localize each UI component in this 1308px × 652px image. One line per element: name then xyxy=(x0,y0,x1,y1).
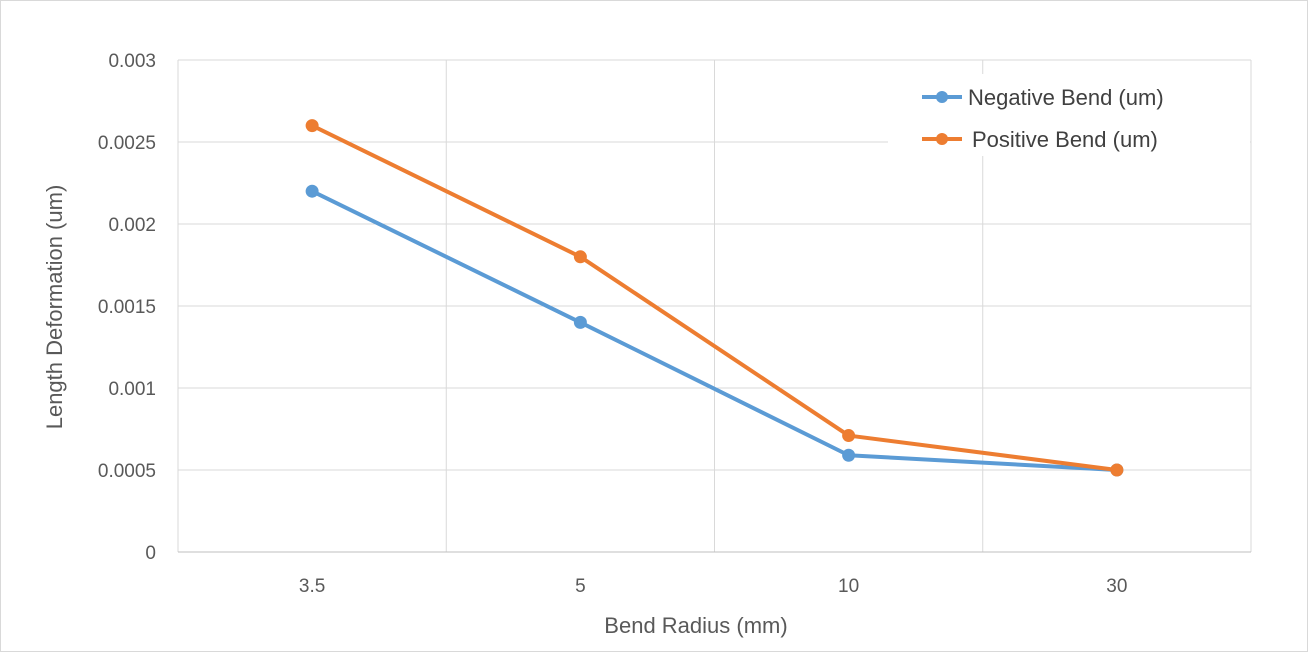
y-tick-label: 0.003 xyxy=(108,51,156,72)
x-tick-label: 5 xyxy=(575,576,586,597)
data-point xyxy=(842,429,856,443)
x-tick-label: 10 xyxy=(838,576,859,597)
legend-marker xyxy=(936,91,948,103)
legend-marker xyxy=(936,133,948,145)
y-tick-label: 0 xyxy=(145,543,156,564)
data-point xyxy=(842,448,856,462)
x-tick-labels: 3.5 5 10 30 xyxy=(299,576,1128,597)
series-line-1 xyxy=(310,123,1119,472)
data-point xyxy=(573,315,587,329)
data-point xyxy=(305,184,319,198)
legend-label: Negative Bend (um) xyxy=(968,85,1164,110)
y-tick-label: 0.002 xyxy=(108,215,156,236)
data-point xyxy=(305,119,319,133)
x-tick-label: 30 xyxy=(1106,576,1127,597)
legend-label: Positive Bend (um) xyxy=(972,127,1158,152)
data-point xyxy=(1110,463,1124,477)
y-tick-labels: 0 0.0005 0.001 0.0015 0.002 0.0025 0.003 xyxy=(98,51,156,564)
x-axis-title: Bend Radius (mm) xyxy=(604,613,787,638)
series-group xyxy=(305,119,1124,477)
y-tick-label: 0.0025 xyxy=(98,133,156,154)
data-point xyxy=(573,250,587,264)
legend-background xyxy=(888,74,1250,156)
y-axis-title: Length Deformation (um) xyxy=(42,185,67,430)
y-tick-label: 0.0015 xyxy=(98,297,156,318)
y-tick-label: 0.0005 xyxy=(98,461,156,482)
legend: Negative Bend (um) Positive Bend (um) xyxy=(888,74,1250,156)
y-tick-label: 0.001 xyxy=(108,379,156,400)
series-line-0 xyxy=(310,189,1119,472)
x-tick-label: 3.5 xyxy=(299,576,325,597)
